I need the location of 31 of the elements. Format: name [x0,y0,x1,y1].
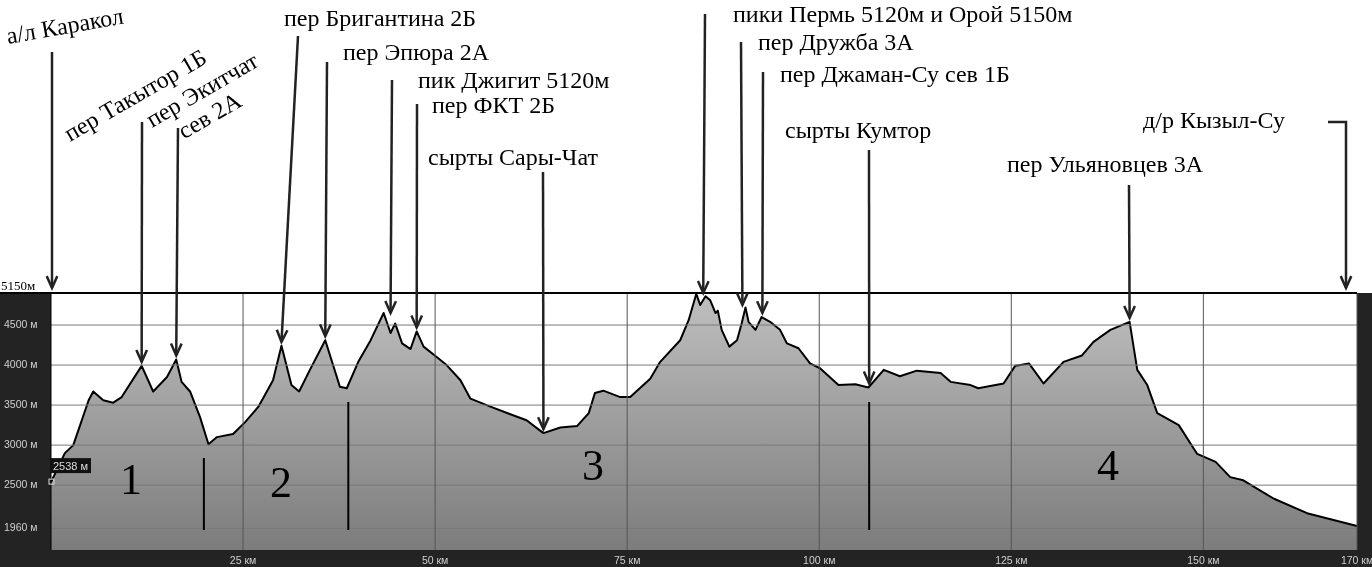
x-tick-label: 125 км [995,553,1028,566]
y-tick-label: 3500 м [4,397,38,410]
annotation: пик Джигит 5120м [418,67,610,93]
annotation: 3 [582,441,604,491]
annotation: пики Пермь 5120м и Орой 5150м [733,1,1073,27]
x-tick-label: 50 км [421,553,449,566]
x-tick-label: 150 км [1187,553,1220,566]
annotation: 2 [270,458,292,508]
annotation: пер Эпюра 2А [343,39,490,65]
x-tick-label: 75 км [613,553,641,566]
y-tick-label: 2500 м [4,477,38,490]
x-tick-label: 170 км [1340,553,1372,566]
text: 5150м [1,278,36,293]
annotation: пер Дружба 3А [758,29,915,55]
annotation: пер Бригантина 2Б [284,5,477,31]
x-tick-label: 100 км [803,553,836,566]
annotation: пер Ульяновцев 3А [1007,151,1204,177]
annotation: 1 [120,455,142,505]
text: а/л Каракол [4,2,126,49]
text: д/р Кызыл-Су [1143,107,1285,133]
y-tick-label: 4000 м [4,357,38,370]
y-tick-label: 4500 м [4,317,38,330]
annotation: сырты Сары-Чат [428,144,599,170]
annotation: 4 [1097,441,1119,491]
x-tick-label: 25 км [229,553,257,566]
annotation: пер ФКТ 2Б [432,92,555,118]
y-tick-label: 1960 м [4,521,38,534]
annotation: 2538 м [53,460,89,473]
annotation: сырты Кумтор [785,117,932,143]
annotation: пер Джаман-Су сев 1Б [780,61,1010,87]
y-tick-label: 3000 м [4,437,38,450]
